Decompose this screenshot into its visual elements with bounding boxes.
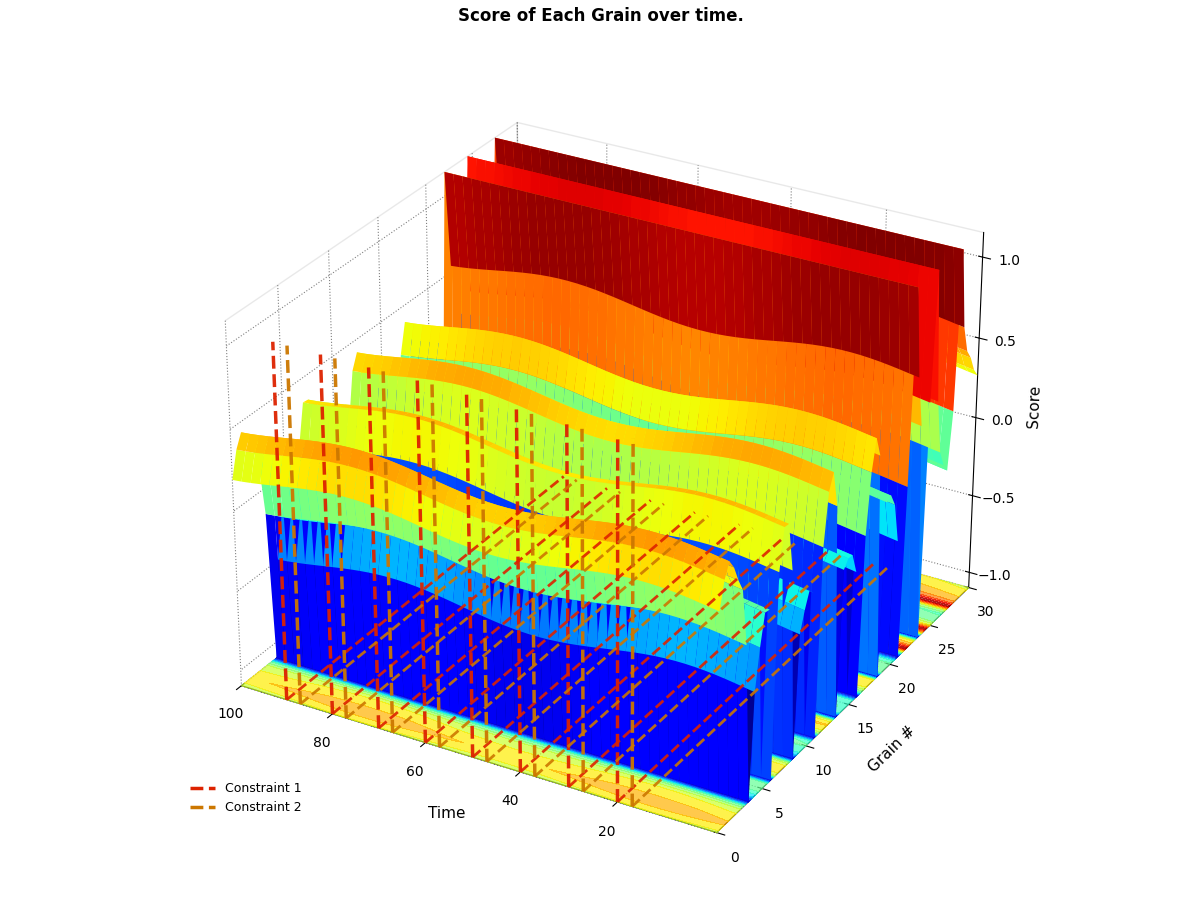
Y-axis label: Grain #: Grain # bbox=[866, 724, 919, 776]
Legend: Constraint 1, Constraint 2: Constraint 1, Constraint 2 bbox=[185, 777, 306, 819]
X-axis label: Time: Time bbox=[428, 806, 465, 821]
Title: Score of Each Grain over time.: Score of Each Grain over time. bbox=[458, 7, 743, 25]
